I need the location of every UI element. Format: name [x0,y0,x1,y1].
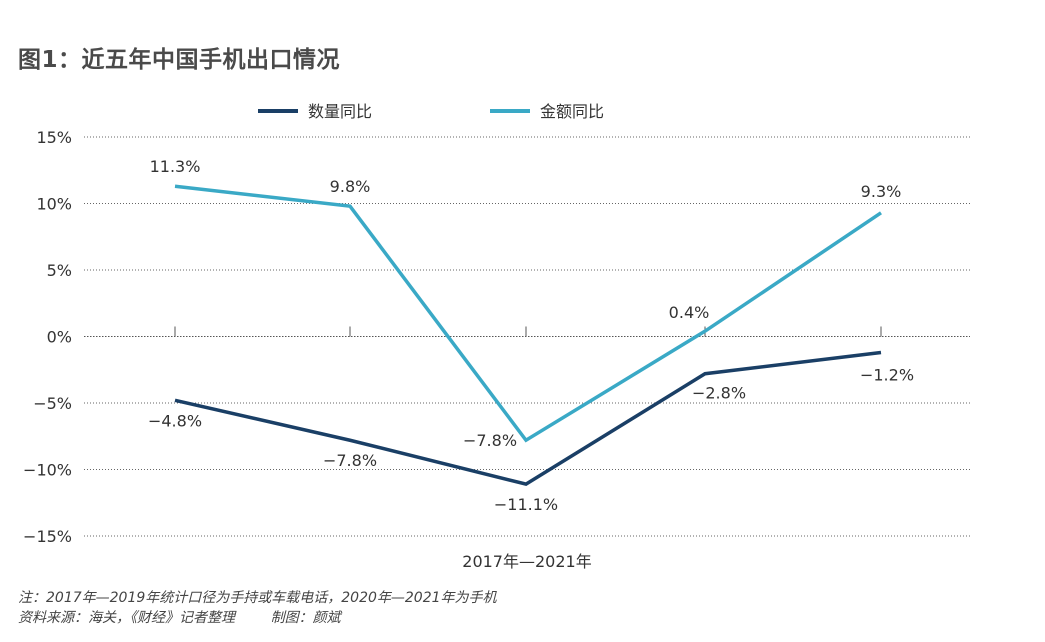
y-tick-label: −10% [23,461,72,480]
grid-lines [84,136,970,537]
legend: 数量同比 金额同比 [258,102,604,121]
data-label-amount: 0.4% [669,303,710,322]
y-tick-label: 15% [36,128,72,147]
data-label-amount: 9.3% [861,182,902,201]
data-label-quantity: −4.8% [148,411,202,430]
legend-label-amount: 金额同比 [540,102,604,121]
series-line-quantity [174,350,882,487]
data-label-amount: 11.3% [150,157,201,176]
footnote: 注：2017年—2019年统计口径为手持或车载电话，2020年—2021年为手机 [18,590,497,606]
data-labels: −4.8% −7.8% −11.1% −2.8% −1.2% 11.3% 9.8% −7.8%… [148,157,914,514]
y-tick-label: 10% [36,195,72,214]
data-label-quantity: −1.2% [860,365,914,384]
legend-label-quantity: 数量同比 [308,102,372,121]
data-label-amount: 9.8% [330,177,371,196]
x-ticks [174,326,882,337]
y-tick-label: 5% [47,261,72,280]
series-line-amount [174,184,882,443]
x-axis-label: 2017年—2021年 [462,552,591,571]
chart-title: 图1：近五年中国手机出口情况 [18,47,341,73]
y-tick-labels: 15% 10% 5% 0% −5% −10% −15% [23,128,72,546]
data-label-quantity: −2.8% [692,384,746,403]
series-lines [174,184,882,487]
source-note: 资料来源：海关，《财经》记者整理 制图：颜斌 [18,610,341,626]
data-label-quantity: −7.8% [323,451,377,470]
y-tick-label: 0% [47,328,72,347]
data-label-amount: −7.8% [463,431,517,450]
y-tick-label: −5% [33,394,72,413]
y-tick-label: −15% [23,527,72,546]
data-label-quantity: −11.1% [494,495,558,514]
